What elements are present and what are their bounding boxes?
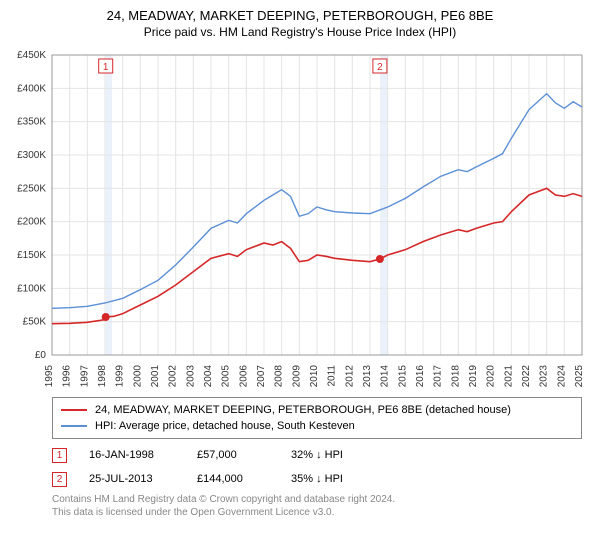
x-tick-label: 2007 (256, 365, 267, 388)
x-tick-label: 2023 (539, 365, 550, 388)
title-block: 24, MEADWAY, MARKET DEEPING, PETERBOROUG… (8, 8, 592, 39)
x-tick-label: 2000 (132, 365, 143, 388)
sale-badge: 2 (52, 472, 67, 487)
legend-item: 24, MEADWAY, MARKET DEEPING, PETERBOROUG… (61, 402, 573, 418)
x-tick-label: 2004 (203, 365, 214, 388)
sale-amount: £57,000 (197, 449, 269, 461)
x-tick-label: 2006 (238, 365, 249, 388)
legend-item: HPI: Average price, detached house, Sout… (61, 418, 573, 434)
x-tick-label: 2010 (309, 365, 320, 388)
legend-swatch (61, 409, 87, 411)
x-tick-label: 2015 (397, 365, 408, 388)
sales-table: 1 16-JAN-1998 £57,000 32% ↓ HPI 2 25-JUL-2013… (52, 445, 582, 489)
x-tick-label: 2009 (291, 365, 302, 388)
y-tick-label: £200K (17, 217, 46, 228)
y-tick-label: £0 (35, 350, 47, 361)
x-tick-label: 2011 (327, 365, 338, 387)
chart-subtitle: Price paid vs. HM Land Registry's House … (8, 25, 592, 39)
x-tick-label: 2019 (468, 365, 479, 388)
footnote: Contains HM Land Registry data © Crown c… (52, 493, 582, 519)
x-tick-label: 2024 (556, 365, 567, 388)
highlight-band (106, 55, 112, 355)
x-tick-label: 2022 (521, 365, 532, 388)
sale-pct-vs-hpi: 35% ↓ HPI (291, 473, 343, 485)
sale-date: 16-JAN-1998 (89, 449, 175, 461)
sale-marker (102, 313, 110, 321)
legend-swatch (61, 425, 87, 427)
x-tick-label: 2020 (486, 365, 497, 388)
chart-area: £0 £50K £100K £150K £200K £250K £300K £350K £400… (8, 49, 592, 389)
x-tick-label: 2017 (433, 365, 444, 388)
chart-title: 24, MEADWAY, MARKET DEEPING, PETERBOROUG… (8, 8, 592, 23)
x-tick-label: 1997 (79, 365, 90, 388)
footnote-line: This data is licensed under the Open Gov… (52, 506, 582, 519)
x-tick-label: 1995 (44, 365, 55, 388)
y-tick-label: £400K (17, 83, 46, 94)
sale-row: 1 16-JAN-1998 £57,000 32% ↓ HPI (52, 445, 582, 465)
x-tick-label: 2025 (574, 365, 585, 388)
sale-badge-label: 1 (103, 62, 109, 73)
sale-amount: £144,000 (197, 473, 269, 485)
y-tick-label: £450K (17, 50, 46, 61)
x-tick-label: 2021 (503, 365, 514, 388)
sale-pct-vs-hpi: 32% ↓ HPI (291, 449, 343, 461)
x-tick-label: 2012 (344, 365, 355, 388)
x-tick-label: 2002 (168, 365, 179, 388)
sale-badge: 1 (52, 448, 67, 463)
highlight-band (380, 55, 388, 355)
y-tick-label: £350K (17, 117, 46, 128)
x-tick-label: 2013 (362, 365, 373, 388)
y-tick-label: £250K (17, 183, 46, 194)
legend-label: 24, MEADWAY, MARKET DEEPING, PETERBOROUG… (95, 404, 511, 416)
legend-label: HPI: Average price, detached house, Sout… (95, 420, 355, 432)
legend: 24, MEADWAY, MARKET DEEPING, PETERBOROUG… (52, 397, 582, 439)
y-tick-label: £50K (23, 317, 47, 328)
y-tick-label: £300K (17, 150, 46, 161)
x-tick-label: 2014 (380, 365, 391, 388)
y-tick-label: £100K (17, 283, 46, 294)
sale-date: 25-JUL-2013 (89, 473, 175, 485)
x-tick-label: 2016 (415, 365, 426, 388)
x-tick-label: 2018 (450, 365, 461, 388)
x-tick-label: 2001 (150, 365, 161, 388)
x-tick-label: 1996 (62, 365, 73, 388)
x-tick-label: 2003 (185, 365, 196, 388)
x-tick-label: 1999 (115, 365, 126, 388)
sale-badge-label: 2 (377, 62, 383, 73)
x-tick-label: 1998 (97, 365, 108, 388)
footnote-line: Contains HM Land Registry data © Crown c… (52, 493, 582, 506)
chart-svg: £0 £50K £100K £150K £200K £250K £300K £350K £400… (8, 49, 592, 389)
y-tick-label: £150K (17, 250, 46, 261)
x-tick-label: 2008 (274, 365, 285, 388)
x-tick-label: 2005 (221, 365, 232, 388)
sale-row: 2 25-JUL-2013 £144,000 35% ↓ HPI (52, 469, 582, 489)
sale-marker (376, 255, 384, 263)
